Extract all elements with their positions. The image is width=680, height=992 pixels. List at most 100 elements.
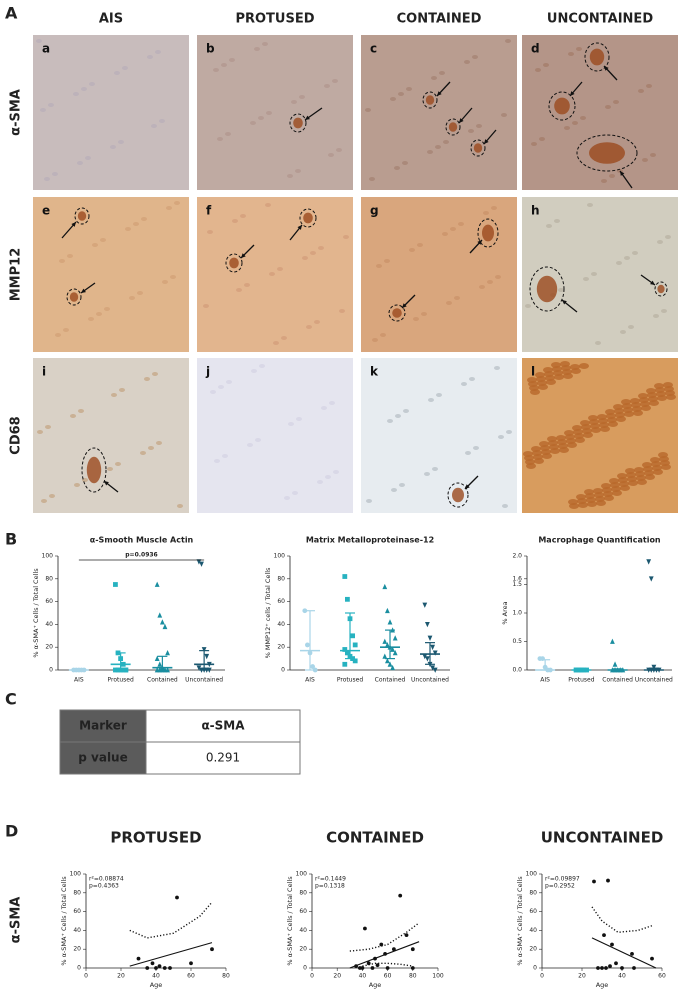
- image-letter: k: [370, 365, 379, 379]
- texture: [584, 489, 594, 495]
- data-point: [354, 964, 358, 969]
- x-tick-label: 80: [222, 973, 230, 980]
- texture: [372, 338, 378, 342]
- texture: [435, 145, 441, 149]
- data-point: [390, 646, 395, 652]
- cell-outline: [81, 447, 107, 493]
- data-point: [162, 623, 168, 630]
- texture: [225, 132, 231, 136]
- y-tick-label: 100: [70, 871, 82, 878]
- texture: [495, 275, 501, 279]
- texture: [218, 385, 224, 389]
- table-cell: [59, 741, 147, 775]
- confidence-band: [349, 922, 420, 952]
- texture: [247, 443, 253, 447]
- texture: [265, 203, 271, 207]
- cell-outline: [654, 281, 668, 297]
- texture: [104, 307, 110, 311]
- texture: [302, 256, 308, 260]
- texture: [281, 336, 287, 340]
- texture: [617, 473, 627, 479]
- data-point: [430, 644, 435, 651]
- cell-outline: [548, 91, 576, 121]
- data-point: [387, 619, 393, 625]
- texture: [613, 100, 619, 104]
- chart-title: Matrix Metalloproteinase-12: [306, 536, 434, 545]
- texture: [325, 475, 331, 479]
- texture: [73, 92, 79, 96]
- data-point: [410, 966, 415, 970]
- micrograph: [361, 35, 517, 190]
- texture: [133, 222, 139, 226]
- y-tick-label: 40: [529, 927, 537, 934]
- chart-title: α-Smooth Muscle Actin: [90, 536, 194, 545]
- data-point: [342, 647, 348, 652]
- x-tick-label: AIS: [305, 677, 315, 684]
- data-point: [165, 667, 170, 673]
- data-point: [162, 966, 167, 970]
- x-tick-label: Protused: [107, 677, 133, 684]
- texture: [376, 264, 382, 268]
- texture: [262, 42, 268, 46]
- texture: [406, 87, 412, 91]
- texture: [454, 296, 460, 300]
- table-cell: [145, 741, 301, 775]
- texture: [328, 153, 334, 157]
- texture: [258, 116, 264, 120]
- texture: [658, 452, 668, 458]
- data-point: [201, 647, 207, 653]
- data-point: [630, 952, 634, 956]
- image-letter: b: [206, 42, 215, 56]
- data-point: [385, 966, 390, 970]
- arrow-head: [620, 171, 625, 176]
- y-tick-label: 0: [281, 667, 285, 674]
- texture: [609, 174, 615, 178]
- chart-title: PROTUSED: [110, 829, 201, 847]
- data-point: [404, 933, 409, 937]
- texture: [147, 55, 153, 59]
- y-tick-label: 80: [529, 889, 537, 896]
- texture: [36, 39, 42, 43]
- texture: [506, 430, 512, 434]
- texture: [436, 393, 442, 397]
- data-point: [370, 966, 375, 970]
- texture: [229, 58, 235, 62]
- annotation: r²=0.08874: [89, 876, 124, 883]
- column-header: AIS: [99, 12, 123, 27]
- data-point: [210, 947, 214, 952]
- table-text: p value: [78, 751, 127, 765]
- data-point: [145, 966, 150, 970]
- x-tick-label: 60: [384, 973, 392, 980]
- texture: [259, 364, 265, 368]
- y-tick-label: 80: [45, 575, 53, 582]
- y-tick-label: 100: [274, 553, 286, 560]
- data-point: [610, 942, 614, 947]
- texture: [564, 126, 570, 130]
- texture: [413, 317, 419, 321]
- texture: [487, 280, 493, 284]
- data-point: [425, 656, 430, 662]
- texture: [446, 301, 452, 305]
- data-point: [206, 667, 212, 673]
- x-tick-label: AIS: [74, 677, 84, 684]
- y-tick-label: 20: [45, 644, 53, 651]
- texture: [88, 317, 94, 321]
- texture: [314, 320, 320, 324]
- data-point: [392, 947, 396, 952]
- texture: [646, 84, 652, 88]
- data-point: [345, 596, 350, 602]
- texture: [170, 275, 176, 279]
- texture: [583, 277, 589, 281]
- texture: [226, 380, 232, 384]
- texture: [576, 47, 582, 51]
- texture: [284, 496, 290, 500]
- micrograph: [361, 197, 517, 352]
- cell: [86, 456, 102, 484]
- texture: [634, 467, 644, 473]
- texture: [628, 325, 634, 329]
- data-point: [648, 576, 654, 582]
- cell: [448, 122, 458, 132]
- cell: [392, 308, 402, 318]
- data-point: [165, 650, 170, 656]
- arrow-head: [241, 253, 246, 258]
